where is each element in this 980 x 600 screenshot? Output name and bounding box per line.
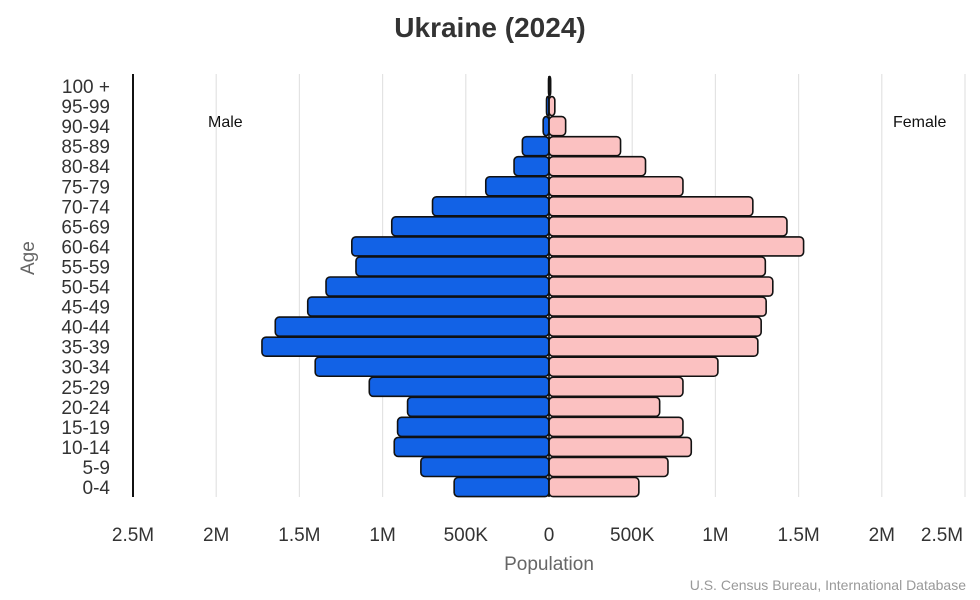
x-axis-title: Population [504, 554, 594, 575]
bar-female [548, 155, 647, 177]
bar-male [351, 236, 550, 257]
bar-male [393, 436, 550, 458]
y-axis-title: Age [18, 241, 39, 275]
age-label: 35-39 [61, 338, 110, 359]
age-label: 45-49 [61, 298, 110, 319]
age-label: 10-14 [61, 438, 110, 459]
x-tick-label: 1.5M [278, 525, 320, 546]
age-label: 100 + [62, 77, 110, 98]
age-label: 20-24 [61, 398, 110, 419]
source-credit: U.S. Census Bureau, International Databa… [689, 577, 966, 593]
bar-female [548, 276, 774, 297]
population-axis-ticks: 2.5M 2M 1.5M 1M 500K 0 500K 1M 1.5M 2M 2.5M [112, 525, 963, 546]
bar-male [261, 336, 550, 357]
bar-male [390, 216, 550, 237]
bar-male [355, 256, 550, 277]
female-label: Female [893, 114, 947, 131]
bar-female [548, 216, 788, 237]
x-tick-label: 2M [869, 525, 895, 546]
age-label: 80-84 [61, 157, 110, 178]
bar-male [542, 115, 550, 137]
age-label: 30-34 [61, 358, 110, 379]
age-label: 65-69 [61, 217, 110, 238]
bar-female [548, 135, 622, 157]
bar-male [368, 376, 550, 398]
bar-male [513, 155, 550, 177]
x-tick-label: 2M [203, 525, 229, 546]
bar-male [306, 296, 550, 317]
x-tick-label: 0 [544, 525, 555, 546]
x-tick-label: 1.5M [777, 525, 819, 546]
bar-female [548, 376, 684, 398]
age-label: 25-29 [61, 378, 110, 399]
x-tick-label: 1M [369, 525, 395, 546]
bar-female [548, 316, 762, 337]
age-label: 55-59 [61, 257, 110, 278]
age-label: 15-19 [61, 418, 110, 439]
bar-male [453, 476, 550, 498]
bar-female [548, 196, 754, 217]
bar-male [521, 135, 550, 157]
male-label: Male [208, 114, 243, 131]
age-label: 90-94 [61, 117, 110, 138]
bars [261, 75, 805, 498]
age-label: 70-74 [61, 197, 110, 218]
age-label: 40-44 [61, 318, 110, 339]
bar-female [548, 236, 805, 257]
bar-female [548, 175, 684, 197]
bar-male [431, 196, 550, 217]
bar-female [548, 336, 759, 357]
bar-female [548, 396, 661, 418]
bar-male [314, 356, 550, 378]
bar-female [548, 476, 640, 498]
age-label: 85-89 [61, 137, 110, 158]
bar-female [548, 456, 669, 478]
bar-female [548, 436, 693, 458]
bar-male [396, 416, 550, 438]
bar-male [420, 456, 550, 478]
bar-male [274, 316, 550, 337]
age-label: 95-99 [61, 97, 110, 118]
bar-male [484, 175, 550, 197]
bar-female [548, 356, 719, 378]
bar-female [548, 416, 684, 438]
x-tick-label: 500K [610, 525, 655, 546]
age-label: 50-54 [61, 278, 110, 299]
bar-female [548, 256, 767, 277]
x-tick-label: 2.5M [921, 525, 963, 546]
age-label: 75-79 [61, 177, 110, 198]
age-label: 0-4 [83, 478, 111, 499]
bar-male [406, 396, 550, 418]
x-tick-label: 1M [702, 525, 728, 546]
x-tick-label: 2.5M [112, 525, 154, 546]
bar-female [548, 296, 767, 317]
bar-female [548, 115, 567, 137]
gridlines [132, 74, 966, 497]
age-label: 5-9 [83, 458, 110, 479]
x-tick-label: 500K [444, 525, 489, 546]
chart-title: Ukraine (2024) [394, 12, 586, 43]
age-label: 60-64 [61, 237, 110, 258]
bar-female [548, 95, 556, 117]
age-axis-labels: 100 +95-9990-9485-8980-8475-7970-7465-69… [61, 77, 110, 499]
bar-male [325, 276, 550, 297]
